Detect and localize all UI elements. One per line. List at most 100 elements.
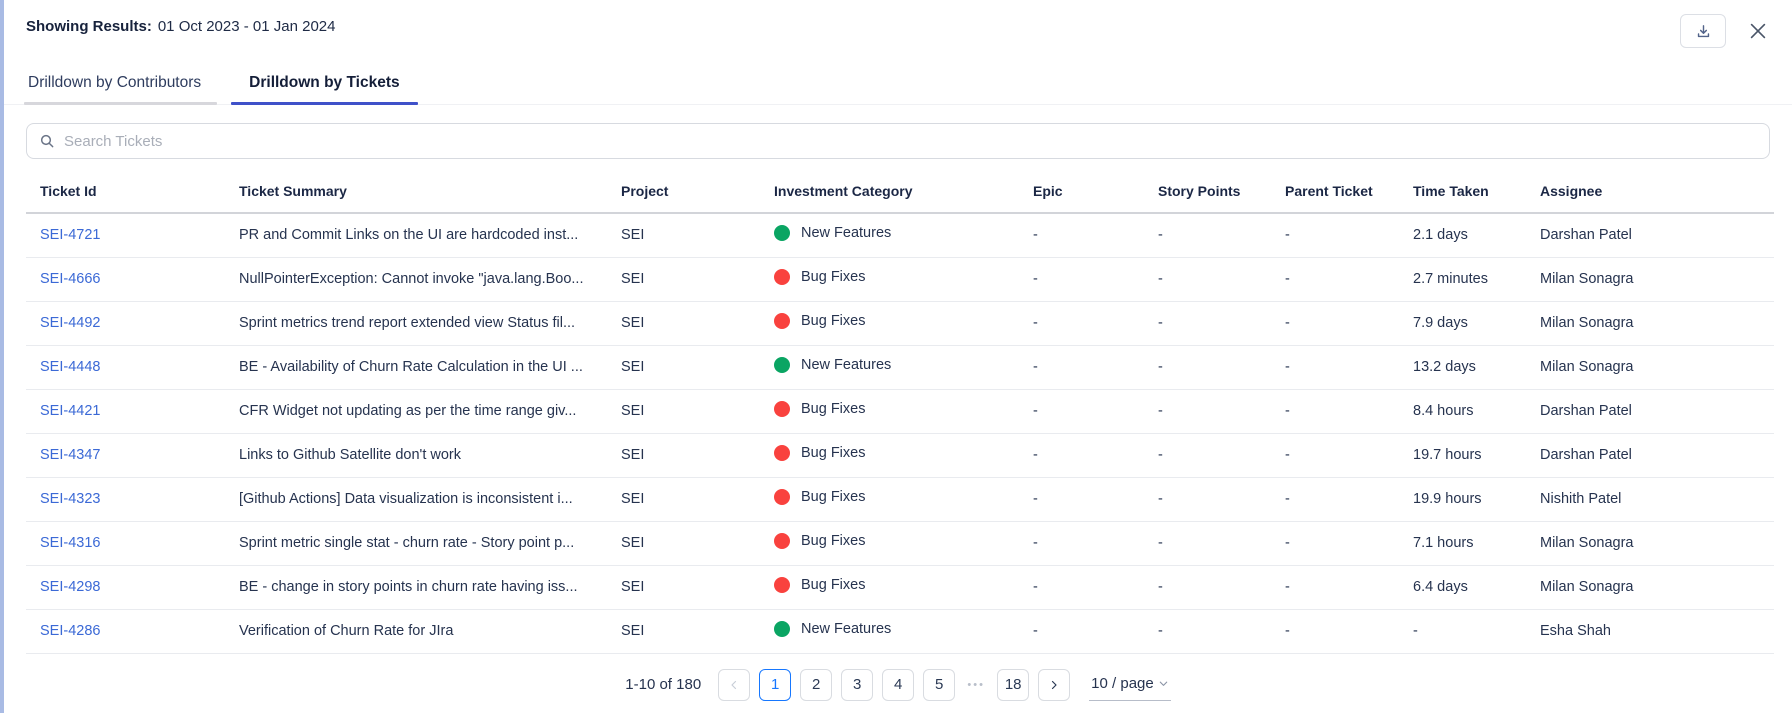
epic-cell: - [1025,609,1150,654]
ticket-id-link[interactable]: SEI-4298 [40,579,101,595]
epic-cell: - [1025,521,1150,566]
story-points-cell: - [1150,609,1277,654]
page-button-4[interactable]: 4 [882,668,915,701]
col-header-project: Project [613,165,766,214]
table-row: SEI-4492 Sprint metrics trend report ext… [26,301,1774,346]
category-label: New Features [801,621,892,637]
table-row: SEI-4448 BE - Availability of Churn Rate… [26,345,1774,390]
page-button-18[interactable]: 18 [997,668,1030,701]
col-header-ticket-id: Ticket Id [26,165,231,214]
epic-cell: - [1025,477,1150,522]
ticket-id-link[interactable]: SEI-4666 [40,271,101,287]
page-button-1[interactable]: 1 [759,668,792,701]
ticket-id-link[interactable]: SEI-4492 [40,315,101,331]
assignee-cell: Milan Sonagra [1532,257,1774,302]
tab-label: Drilldown by Contributors [28,74,202,91]
story-points-cell: - [1150,301,1277,346]
next-page-button[interactable] [1038,668,1071,701]
project-cell: SEI [613,521,766,566]
assignee-cell: Darshan Patel [1532,389,1774,434]
top-actions [1680,14,1770,48]
col-header-ticket-summary: Ticket Summary [231,165,613,214]
story-points-cell: - [1150,565,1277,610]
parent-ticket-cell: - [1277,213,1405,258]
epic-cell: - [1025,301,1150,346]
epic-cell: - [1025,213,1150,258]
assignee-cell: Milan Sonagra [1532,301,1774,346]
project-cell: SEI [613,477,766,522]
pagination-ellipsis[interactable]: ••• [967,678,985,691]
ticket-id-link[interactable]: SEI-4448 [40,359,101,375]
ticket-id-link[interactable]: SEI-4286 [40,623,101,639]
chevron-left-icon [728,679,740,691]
story-points-cell: - [1150,433,1277,478]
time-taken-cell: 6.4 days [1405,565,1532,610]
tab-bar: Drilldown by Contributors Drilldown by T… [4,62,1792,105]
top-bar: Showing Results: 01 Oct 2023 - 01 Jan 202… [4,0,1792,48]
category-dot [774,577,790,593]
chevron-down-icon [1158,678,1169,689]
time-taken-cell: 7.1 hours [1405,521,1532,566]
tab-indicator [24,102,218,105]
active-tab-indicator [231,102,418,105]
col-header-investment-category: Investment Category [766,165,1025,214]
download-button[interactable] [1680,14,1726,48]
category-dot [774,621,790,637]
parent-ticket-cell: - [1277,565,1405,610]
pagination-range-text: 1-10 of 180 [625,676,702,693]
col-header-assignee: Assignee [1532,165,1774,214]
prev-page-button[interactable] [718,668,751,701]
time-taken-cell: 2.1 days [1405,213,1532,258]
ticket-id-link[interactable]: SEI-4347 [40,447,101,463]
page-button-5[interactable]: 5 [923,668,956,701]
ticket-summary-cell: Verification of Churn Rate for JIra [231,609,613,654]
tab-drilldown-by-contributors[interactable]: Drilldown by Contributors [24,62,218,105]
project-cell: SEI [613,257,766,302]
page-button-2[interactable]: 2 [800,668,833,701]
time-taken-cell: 19.7 hours [1405,433,1532,478]
tickets-table: Ticket Id Ticket Summary Project Investm… [26,165,1774,654]
story-points-cell: - [1150,257,1277,302]
col-header-parent-ticket: Parent Ticket [1277,165,1405,214]
parent-ticket-cell: - [1277,301,1405,346]
search-icon [39,133,55,149]
ticket-summary-cell: [Github Actions] Data visualization is i… [231,477,613,522]
table-row: SEI-4316 Sprint metric single stat - chu… [26,521,1774,566]
ticket-id-link[interactable]: SEI-4323 [40,491,101,507]
col-header-epic: Epic [1025,165,1150,214]
close-button[interactable] [1746,19,1770,43]
category-dot [774,357,790,373]
project-cell: SEI [613,345,766,390]
tab-drilldown-by-tickets[interactable]: Drilldown by Tickets [231,62,418,105]
category-label: Bug Fixes [801,445,866,461]
ticket-id-link[interactable]: SEI-4316 [40,535,101,551]
assignee-cell: Milan Sonagra [1532,345,1774,390]
ticket-summary-cell: BE - Availability of Churn Rate Calculat… [231,345,613,390]
ticket-id-link[interactable]: SEI-4421 [40,403,101,419]
category-label: Bug Fixes [801,401,866,417]
category-dot [774,445,790,461]
category-label: Bug Fixes [801,489,866,505]
col-header-story-points: Story Points [1150,165,1277,214]
search-input[interactable] [64,132,1757,150]
table-row: SEI-4298 BE - change in story points in … [26,565,1774,610]
category-dot [774,533,790,549]
ticket-summary-cell: NullPointerException: Cannot invoke "jav… [231,257,613,302]
epic-cell: - [1025,565,1150,610]
tab-label: Drilldown by Tickets [249,74,400,91]
ticket-summary-cell: Links to Github Satellite don't work [231,433,613,478]
page-size-select[interactable]: 10 / page [1089,669,1171,701]
ticket-summary-cell: Sprint metrics trend report extended vie… [231,301,613,346]
col-header-time-taken: Time Taken [1405,165,1532,214]
ticket-id-link[interactable]: SEI-4721 [40,227,101,244]
search-box [26,123,1770,159]
time-taken-cell: 8.4 hours [1405,389,1532,434]
category-dot [774,225,790,242]
epic-cell: - [1025,345,1150,390]
showing-results-text: Showing Results: 01 Oct 2023 - 01 Jan 202… [26,14,335,35]
project-cell: SEI [613,433,766,478]
page-button-3[interactable]: 3 [841,668,874,701]
table-row: SEI-4421 CFR Widget not updating as per … [26,389,1774,434]
project-cell: SEI [613,609,766,654]
table-row: SEI-4666 NullPointerException: Cannot in… [26,257,1774,302]
